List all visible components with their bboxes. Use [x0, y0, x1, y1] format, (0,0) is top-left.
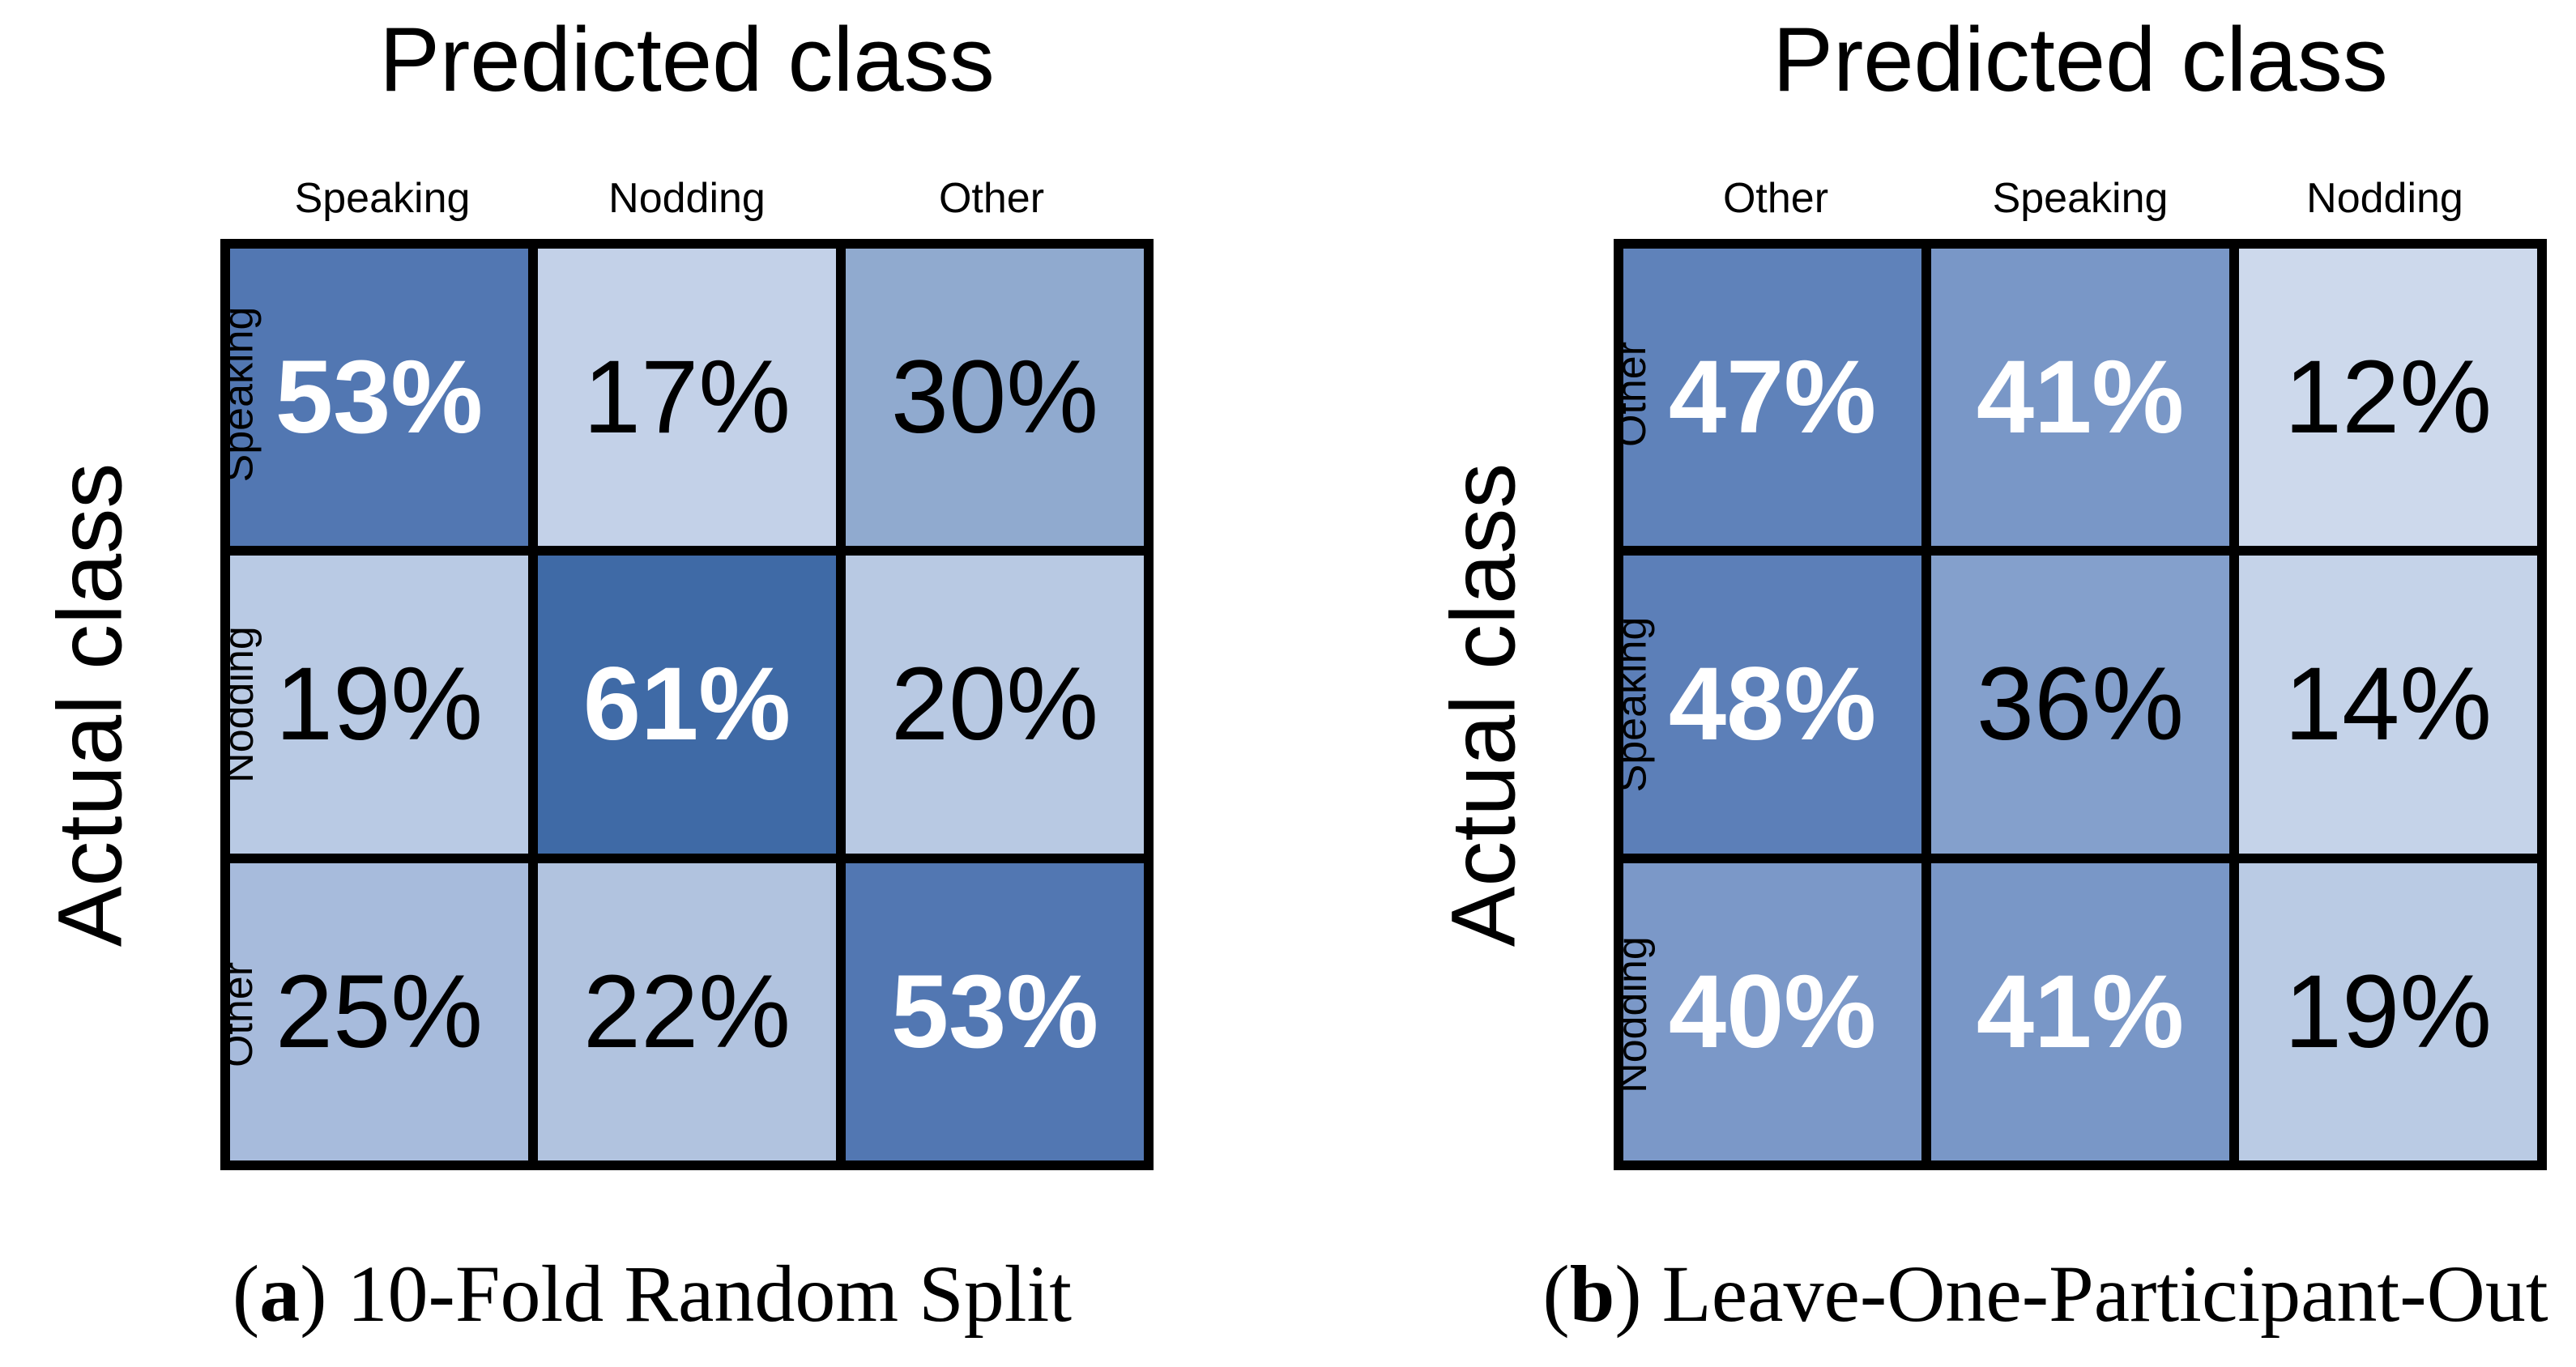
matrix-cell: 61%: [538, 556, 836, 854]
caption-b-open-paren: (: [1542, 1249, 1570, 1339]
actual-class-axis-title-text: Actual class: [1432, 462, 1534, 947]
column-label-other: Other: [938, 175, 1045, 222]
actual-class-axis-title: Actual class: [1422, 239, 1544, 1170]
matrix-cell: 19%: [230, 556, 528, 854]
matrix-cell: 41%: [1931, 862, 2229, 1160]
actual-class-axis-title: Actual class: [29, 239, 151, 1170]
caption-b: (b) Leave-One-Participant-Out: [1542, 1170, 2548, 1367]
column-label-nodding: Nodding: [2306, 175, 2463, 222]
matrix-cell: 48%: [1623, 556, 1921, 854]
row-labels: Speaking Nodding Other: [151, 239, 262, 1170]
panel-leave-one-participant-out: Predicted class Other Speaking Nodding A…: [1422, 0, 2548, 1367]
row-labels: Other Speaking Nodding: [1544, 239, 1655, 1170]
column-labels: Speaking Nodding Other: [220, 162, 1154, 239]
column-label-speaking: Speaking: [294, 175, 471, 222]
caption-a-open-paren: (: [232, 1249, 260, 1339]
caption-a: (a) 10-Fold Random Split: [151, 1170, 1154, 1367]
matrix-cell: 47%: [1623, 249, 1921, 547]
matrix-cell: 19%: [2239, 862, 2537, 1160]
matrix-cell: 41%: [1931, 249, 2229, 547]
matrix-cell: 22%: [538, 862, 836, 1160]
confusion-matrix-a: 53% 17% 30% 19% 61% 20% 25% 22% 53%: [220, 239, 1154, 1170]
caption-a-marker: a: [259, 1249, 301, 1339]
actual-class-axis-title-text: Actual class: [39, 462, 141, 947]
matrix-cell: 17%: [538, 249, 836, 547]
column-label-speaking: Speaking: [1992, 175, 2169, 222]
matrix-cell: 12%: [2239, 249, 2537, 547]
panel-10-fold-random-split: Predicted class Speaking Nodding Other A…: [29, 0, 1154, 1367]
caption-a-close-paren: ): [300, 1249, 327, 1339]
predicted-class-axis-title: Predicted class: [379, 9, 995, 110]
column-label-nodding: Nodding: [608, 175, 766, 222]
predicted-class-axis-title: Predicted class: [1772, 9, 2388, 110]
caption-b-close-paren: ): [1614, 1249, 1642, 1339]
caption-a-text: 10-Fold Random Split: [347, 1249, 1073, 1339]
matrix-cell: 53%: [230, 249, 528, 547]
caption-b-marker: b: [1569, 1249, 1615, 1339]
matrix-cell: 20%: [846, 556, 1144, 854]
matrix-cell: 36%: [1931, 556, 2229, 854]
column-label-other: Other: [1722, 175, 1829, 222]
matrix-cell: 53%: [846, 862, 1144, 1160]
confusion-matrix-b: 47% 41% 12% 48% 36% 14% 40% 41% 19%: [1614, 239, 2547, 1170]
column-labels: Other Speaking Nodding: [1614, 162, 2547, 239]
matrix-cell: 14%: [2239, 556, 2537, 854]
matrix-cell: 25%: [230, 862, 528, 1160]
caption-b-text: Leave-One-Participant-Out: [1661, 1249, 2548, 1339]
matrix-cell: 30%: [846, 249, 1144, 547]
matrix-cell: 40%: [1623, 862, 1921, 1160]
